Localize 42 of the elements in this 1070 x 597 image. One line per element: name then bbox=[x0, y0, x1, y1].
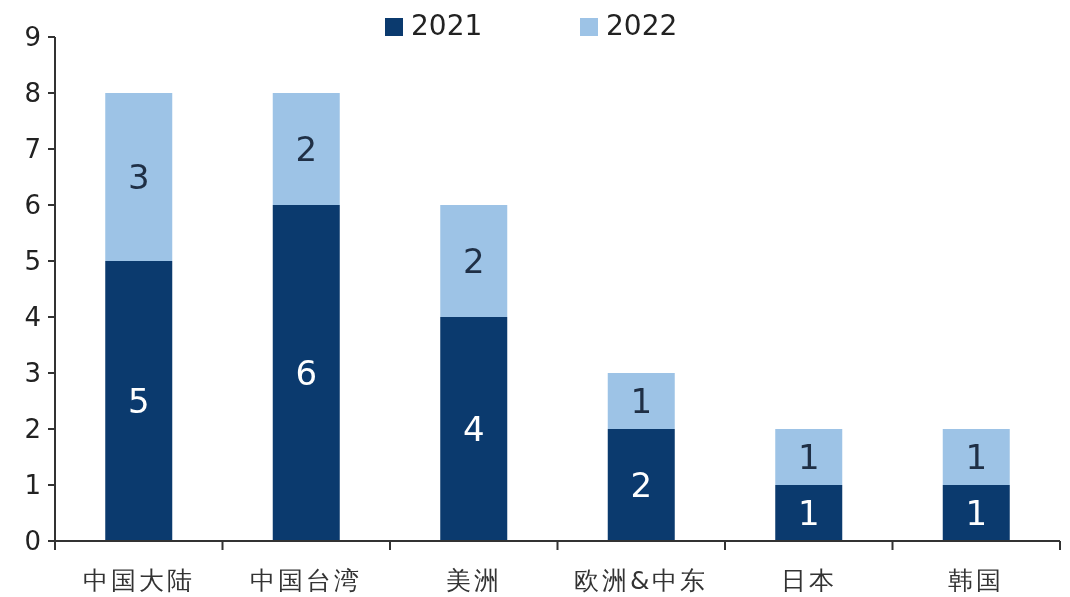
bar bbox=[942, 485, 1010, 541]
bar bbox=[440, 205, 508, 317]
data-label: 2 bbox=[295, 129, 318, 169]
bar bbox=[942, 429, 1010, 485]
bar bbox=[775, 485, 843, 541]
y-tick-label: 2 bbox=[24, 414, 41, 444]
data-label: 4 bbox=[462, 409, 485, 449]
bar bbox=[105, 93, 173, 261]
x-tick-label: 中国大陆 bbox=[82, 566, 195, 595]
data-label: 2 bbox=[462, 241, 485, 281]
x-tick-label: 欧洲&中东 bbox=[574, 566, 709, 595]
y-tick-label: 6 bbox=[24, 190, 41, 220]
legend-label: 2022 bbox=[606, 9, 678, 42]
bar bbox=[105, 261, 173, 541]
y-tick-label: 9 bbox=[24, 22, 41, 52]
y-tick-label: 8 bbox=[24, 78, 41, 108]
x-tick-label: 美洲 bbox=[445, 566, 502, 595]
y-tick-label: 7 bbox=[24, 134, 41, 164]
data-label: 5 bbox=[127, 381, 150, 421]
data-label: 1 bbox=[797, 493, 820, 533]
y-tick-label: 5 bbox=[24, 246, 41, 276]
data-label: 1 bbox=[797, 437, 820, 477]
data-label: 2 bbox=[630, 465, 653, 505]
bar bbox=[775, 429, 843, 485]
bar bbox=[272, 205, 340, 541]
bar bbox=[607, 373, 675, 429]
y-tick-label: 3 bbox=[24, 358, 41, 388]
bar bbox=[607, 429, 675, 541]
data-label: 1 bbox=[965, 437, 988, 477]
data-label: 1 bbox=[965, 493, 988, 533]
y-tick-label: 4 bbox=[24, 302, 41, 332]
x-tick-label: 日本 bbox=[780, 566, 837, 595]
data-label: 6 bbox=[295, 353, 318, 393]
x-tick-label: 中国台湾 bbox=[250, 566, 363, 595]
y-tick-label: 0 bbox=[24, 526, 41, 556]
data-label: 1 bbox=[630, 381, 653, 421]
bar bbox=[272, 93, 340, 205]
bar bbox=[440, 317, 508, 541]
y-tick-label: 1 bbox=[24, 470, 41, 500]
data-label: 3 bbox=[127, 157, 150, 197]
legend-label: 2021 bbox=[411, 9, 483, 42]
x-tick-label: 韩国 bbox=[948, 566, 1005, 595]
